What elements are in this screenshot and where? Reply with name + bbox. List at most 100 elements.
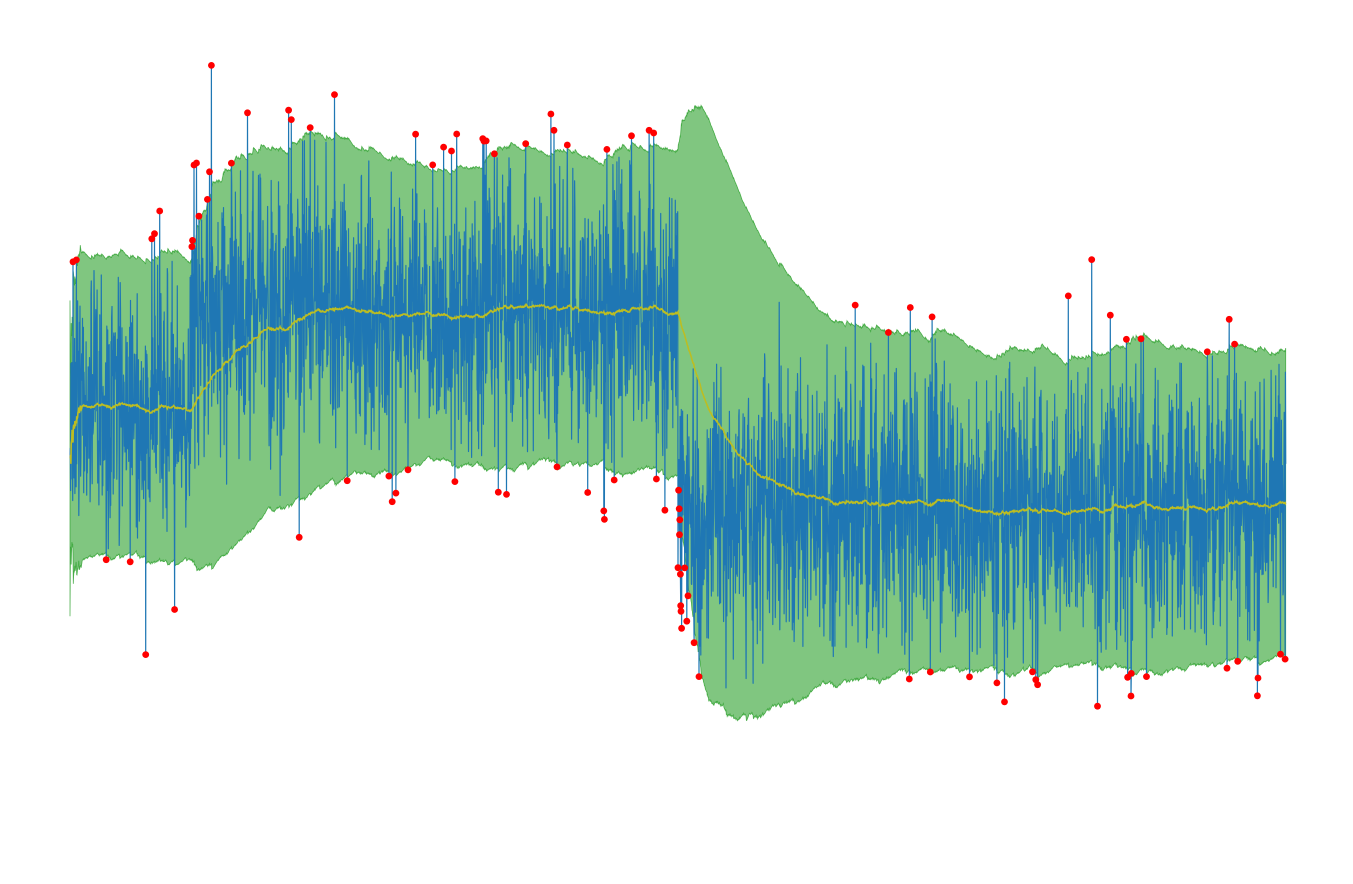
anomaly-point (142, 651, 150, 658)
running-mean-layer (69, 302, 1287, 517)
anomaly-point (695, 673, 703, 680)
anomaly-point (440, 143, 447, 151)
anomaly-point (189, 237, 196, 244)
anomaly-point (331, 91, 338, 98)
anomaly-point (491, 150, 498, 158)
anomaly-point (563, 141, 571, 149)
anomaly-markers-layer (69, 62, 1289, 710)
signal-line (69, 64, 1287, 707)
anomaly-point (928, 313, 936, 321)
anomaly-point (285, 106, 292, 114)
anomaly-point (522, 140, 530, 148)
anomaly-point (905, 675, 913, 683)
anomaly-point (675, 505, 683, 513)
anomaly-point (661, 506, 669, 514)
anomaly-point (677, 570, 684, 578)
anomaly-point (1137, 335, 1145, 343)
anomaly-point (148, 235, 156, 243)
anomaly-point (906, 304, 914, 311)
running-mean-line (69, 302, 1287, 517)
anomaly-point (73, 256, 80, 264)
anomaly-point (482, 137, 490, 145)
anomaly-point (675, 486, 682, 494)
anomaly-point (628, 132, 635, 140)
anomaly-point (678, 624, 685, 632)
anomaly-point (1277, 650, 1284, 658)
signal-series-layer (69, 64, 1287, 707)
anomaly-point (1234, 657, 1242, 665)
anomaly-point (1088, 256, 1096, 263)
anomaly-point (228, 159, 235, 167)
anomaly-point (388, 498, 396, 506)
anomaly-point (171, 606, 179, 613)
anomaly-point (1029, 668, 1036, 676)
anomaly-point (151, 230, 158, 238)
anomaly-point (676, 531, 683, 539)
anomaly-point (1001, 698, 1008, 706)
anomaly-point (392, 489, 400, 497)
anomaly-point (306, 124, 314, 131)
anomaly-point (601, 516, 608, 523)
anomaly-point (1254, 692, 1261, 700)
anomaly-point (1034, 681, 1041, 689)
anomaly-point (550, 126, 558, 134)
anomaly-point (1094, 702, 1101, 710)
anomaly-point (204, 196, 211, 203)
anomaly-point (683, 617, 691, 625)
anomaly-point (412, 130, 419, 138)
anomaly-point (448, 147, 455, 155)
anomaly-point (188, 243, 196, 251)
anomaly-point (993, 679, 1001, 687)
anomaly-point (193, 159, 200, 167)
anomaly-point (385, 472, 393, 480)
anomaly-point (1281, 655, 1289, 663)
anomaly-point (690, 639, 698, 647)
anomaly-point (126, 558, 134, 566)
anomaly-point (674, 564, 682, 572)
anomaly-point (600, 507, 608, 515)
anomaly-point (451, 478, 459, 485)
anomaly-point (102, 556, 110, 564)
anomaly-point (343, 477, 351, 485)
anomaly-point (287, 116, 295, 123)
anomaly-point (429, 161, 437, 169)
anomaly-point (1225, 315, 1233, 323)
anomaly-point (677, 607, 685, 615)
anomaly-point (885, 329, 892, 336)
anomaly-point (677, 602, 685, 610)
anomaly-point (553, 463, 561, 471)
anomaly-point (195, 212, 203, 220)
anomaly-point (404, 466, 412, 474)
anomaly-point (681, 564, 689, 572)
anomaly-point (1123, 335, 1130, 343)
anomaly-point (650, 129, 658, 137)
anomaly-point (684, 592, 692, 600)
anomaly-point (966, 673, 973, 681)
anomaly-point (1143, 673, 1150, 680)
anomaly-point (603, 146, 611, 153)
anomaly-point (453, 130, 461, 138)
anomaly-point (1223, 664, 1231, 672)
anomaly-point (206, 168, 213, 176)
anomaly-point (610, 476, 618, 484)
anomaly-point (851, 301, 859, 309)
anomaly-point (244, 109, 251, 117)
anomaly-point (584, 489, 592, 496)
anomaly-point (926, 668, 934, 676)
anomaly-point (1254, 674, 1262, 682)
anomaly-point (1064, 292, 1072, 300)
anomaly-point (208, 62, 215, 69)
anomaly-point (1127, 670, 1135, 677)
anomaly-point (1106, 311, 1114, 319)
anomaly-point (503, 491, 510, 498)
anomaly-point (547, 110, 555, 118)
anomaly-point (295, 533, 303, 541)
anomaly-point (653, 475, 660, 483)
anomaly-point (676, 516, 684, 524)
anomaly-point (1127, 692, 1135, 700)
anomaly-point (1203, 348, 1211, 356)
anomaly-point (494, 488, 502, 496)
anomaly-point (1231, 340, 1238, 348)
anomaly-point (156, 207, 164, 215)
